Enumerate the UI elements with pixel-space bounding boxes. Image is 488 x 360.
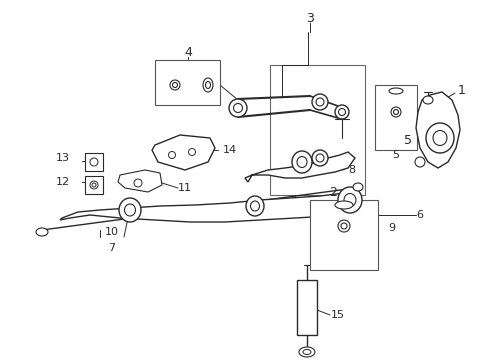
Bar bbox=[85, 153, 103, 171]
Text: 4: 4 bbox=[183, 45, 192, 59]
Text: 8: 8 bbox=[348, 165, 355, 175]
Text: 13: 13 bbox=[56, 153, 70, 163]
Ellipse shape bbox=[172, 82, 177, 87]
Text: 14: 14 bbox=[223, 145, 237, 155]
Ellipse shape bbox=[422, 96, 432, 104]
Ellipse shape bbox=[337, 187, 361, 213]
Ellipse shape bbox=[296, 157, 306, 167]
Ellipse shape bbox=[388, 88, 402, 94]
Ellipse shape bbox=[233, 104, 242, 112]
Text: 2: 2 bbox=[328, 185, 336, 198]
Text: 6: 6 bbox=[416, 210, 423, 220]
Polygon shape bbox=[415, 92, 459, 168]
Ellipse shape bbox=[90, 181, 98, 189]
Ellipse shape bbox=[343, 194, 355, 207]
Ellipse shape bbox=[315, 98, 324, 106]
Text: 5: 5 bbox=[392, 150, 399, 160]
Ellipse shape bbox=[119, 198, 141, 222]
Ellipse shape bbox=[311, 94, 327, 110]
Text: 7: 7 bbox=[108, 243, 115, 253]
Ellipse shape bbox=[393, 109, 398, 114]
Ellipse shape bbox=[315, 154, 324, 162]
Bar bbox=[309, 200, 377, 270]
Ellipse shape bbox=[390, 107, 400, 117]
Ellipse shape bbox=[414, 157, 424, 167]
Text: 1: 1 bbox=[457, 84, 465, 96]
Text: 10: 10 bbox=[105, 227, 119, 237]
Text: 3: 3 bbox=[305, 12, 313, 24]
Bar bbox=[296, 280, 316, 335]
Ellipse shape bbox=[338, 108, 345, 116]
Text: 5: 5 bbox=[403, 134, 411, 147]
Ellipse shape bbox=[311, 150, 327, 166]
Ellipse shape bbox=[298, 347, 314, 357]
Ellipse shape bbox=[134, 179, 142, 187]
Ellipse shape bbox=[250, 201, 259, 211]
Bar bbox=[85, 176, 103, 194]
Ellipse shape bbox=[228, 99, 246, 117]
Ellipse shape bbox=[36, 228, 48, 236]
Ellipse shape bbox=[203, 78, 213, 92]
Ellipse shape bbox=[124, 204, 135, 216]
Ellipse shape bbox=[425, 123, 453, 153]
Bar bbox=[269, 65, 364, 195]
Ellipse shape bbox=[188, 149, 195, 156]
Ellipse shape bbox=[168, 152, 175, 158]
Ellipse shape bbox=[303, 350, 310, 355]
Polygon shape bbox=[118, 170, 162, 192]
Polygon shape bbox=[60, 193, 359, 222]
Text: 12: 12 bbox=[56, 177, 70, 187]
Ellipse shape bbox=[337, 220, 349, 232]
Ellipse shape bbox=[291, 151, 311, 173]
Bar bbox=[155, 60, 220, 105]
Text: 9: 9 bbox=[387, 223, 395, 233]
Ellipse shape bbox=[170, 80, 180, 90]
Ellipse shape bbox=[340, 223, 346, 229]
Ellipse shape bbox=[334, 201, 352, 209]
Ellipse shape bbox=[92, 183, 96, 187]
Ellipse shape bbox=[205, 81, 210, 89]
Polygon shape bbox=[244, 152, 354, 182]
Ellipse shape bbox=[334, 105, 348, 119]
Ellipse shape bbox=[432, 131, 446, 145]
Ellipse shape bbox=[245, 196, 264, 216]
Bar bbox=[374, 85, 416, 150]
Text: 11: 11 bbox=[178, 183, 192, 193]
Text: 15: 15 bbox=[330, 310, 345, 320]
Ellipse shape bbox=[90, 158, 98, 166]
Ellipse shape bbox=[352, 183, 362, 191]
Polygon shape bbox=[152, 135, 215, 170]
